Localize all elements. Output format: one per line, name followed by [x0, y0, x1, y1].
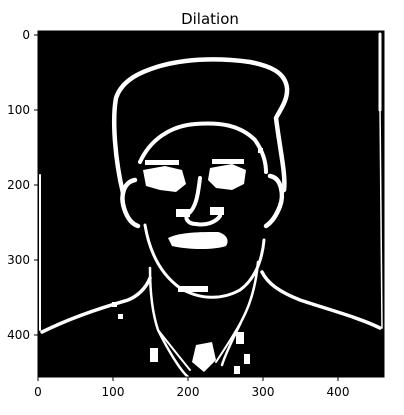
- edge-right-ear: [263, 173, 285, 229]
- edge-collar-blob-1: [150, 348, 158, 362]
- edge-left-brow: [145, 160, 179, 165]
- edge-collar-blob-2: [236, 332, 244, 344]
- x-tick-label: 0: [34, 385, 42, 399]
- x-tick-label: 100: [102, 385, 125, 399]
- edge-collar-right: [215, 319, 243, 363]
- image-area: [37, 30, 385, 379]
- x-tick-label: 300: [252, 385, 275, 399]
- x-tick-label: 200: [177, 385, 200, 399]
- edge-collar-left: [157, 329, 191, 371]
- edge-spot: [258, 148, 263, 153]
- edge-left-shoulder: [40, 276, 152, 334]
- edge-left-nostril: [176, 209, 190, 217]
- edge-mouth: [168, 232, 228, 249]
- edge-dot-1: [112, 302, 117, 307]
- axes-frame: [37, 30, 385, 378]
- edge-right-brow: [212, 159, 244, 164]
- image-background: [38, 31, 384, 377]
- y-axis: [34, 34, 38, 336]
- edge-jaw: [143, 223, 266, 299]
- edge-collar-blob-3: [244, 354, 250, 364]
- edge-dot-2: [118, 314, 123, 319]
- y-tick-label: 100: [7, 103, 30, 117]
- edge-right-eye: [208, 164, 246, 190]
- y-tick-labels: 0 100 200 300 400: [7, 28, 30, 342]
- y-tick-label: 300: [7, 253, 30, 267]
- edge-hairline: [138, 121, 268, 174]
- x-tick-label: 400: [327, 385, 350, 399]
- edge-left-ear: [120, 177, 141, 229]
- edge-left-eye: [143, 166, 186, 192]
- edge-hair-outline: [111, 57, 290, 196]
- x-tick-labels: 0 100 200 300 400: [34, 385, 349, 399]
- x-axis: [37, 377, 339, 381]
- edge-chin: [178, 286, 208, 292]
- edge-collar-blob-4: [234, 366, 240, 374]
- y-tick-label: 200: [7, 178, 30, 192]
- edge-drawing: [39, 32, 383, 379]
- edge-blobs: [112, 148, 263, 374]
- plot-title: Dilation: [181, 10, 239, 28]
- edge-tie-knot: [192, 342, 216, 372]
- y-tick-label: 400: [7, 328, 30, 342]
- y-tick-label: 0: [22, 28, 30, 42]
- edge-right-nostril: [210, 207, 224, 215]
- edge-right-shoulder: [260, 270, 382, 330]
- edge-right-border: [379, 104, 383, 329]
- edge-nose: [184, 176, 222, 227]
